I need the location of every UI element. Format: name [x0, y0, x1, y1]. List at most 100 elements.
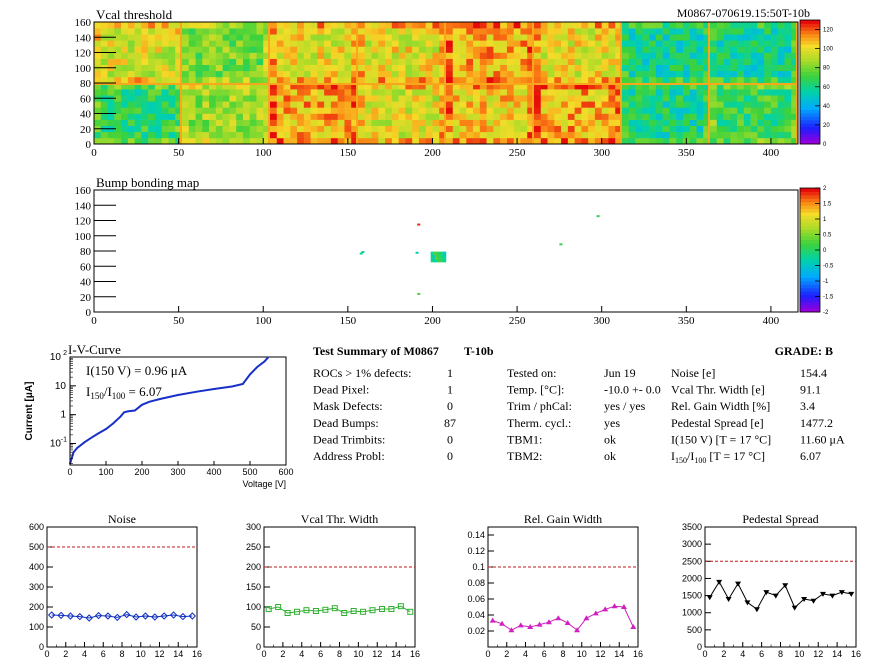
map-cell	[547, 58, 555, 65]
map-cell	[777, 101, 785, 108]
map-cell	[358, 137, 366, 145]
map-cell	[351, 95, 359, 102]
map-cell	[317, 34, 325, 41]
map-cell	[750, 125, 758, 133]
map-cell	[242, 46, 250, 53]
map-cell	[337, 137, 345, 145]
map-cell	[195, 89, 203, 96]
map-cell	[303, 83, 311, 90]
map-cell	[493, 28, 501, 35]
map-cell	[188, 76, 196, 84]
map-cell	[628, 22, 636, 29]
map-cell	[784, 89, 792, 96]
map-cell	[520, 137, 528, 145]
map-cell	[628, 76, 636, 84]
bump-pixel	[439, 254, 442, 257]
map-cell	[622, 101, 630, 108]
map-cell	[574, 125, 582, 133]
map-cell	[493, 107, 501, 114]
map-cell	[642, 95, 650, 102]
map-cell	[676, 34, 684, 41]
map-cell	[710, 95, 718, 102]
map-cell	[229, 113, 237, 120]
map-cell	[628, 125, 636, 133]
map-cell	[107, 89, 115, 96]
colorbar-cell	[800, 119, 820, 124]
map-cell	[283, 58, 291, 65]
map-cell	[710, 89, 718, 96]
map-cell	[574, 52, 582, 59]
map-cell	[446, 70, 454, 78]
map-cell	[567, 46, 575, 53]
map-cell	[249, 64, 257, 72]
map-cell	[358, 131, 366, 139]
map-cell	[554, 101, 562, 108]
map-cell	[425, 137, 433, 145]
map-cell	[229, 89, 237, 96]
map-cell	[412, 58, 420, 65]
map-cell	[730, 107, 738, 114]
map-cell	[378, 46, 386, 53]
map-cell	[662, 22, 670, 29]
map-cell	[141, 89, 149, 96]
bump-pixel	[441, 260, 444, 263]
map-cell	[642, 64, 650, 72]
map-cell	[209, 119, 217, 126]
x-tick-label: 2	[280, 649, 285, 659]
colorbar-tick-label: 40	[823, 104, 830, 110]
map-cell	[791, 76, 799, 84]
map-cell	[669, 101, 677, 108]
data-point	[725, 597, 732, 602]
map-cell	[209, 46, 217, 53]
map-cell	[229, 52, 237, 59]
map-cell	[710, 101, 718, 108]
map-cell	[737, 113, 745, 120]
map-cell	[297, 113, 305, 120]
colorbar-cell	[800, 47, 820, 52]
map-cell	[344, 22, 352, 29]
map-cell	[669, 52, 677, 59]
map-cell	[757, 22, 765, 29]
map-cell	[317, 76, 325, 84]
map-cell	[764, 64, 772, 72]
map-cell	[161, 125, 169, 133]
x-tick-label: 2	[721, 649, 726, 659]
map-cell	[270, 34, 278, 41]
map-cell	[459, 64, 467, 72]
map-cell	[446, 89, 454, 96]
map-cell	[371, 83, 379, 90]
map-cell	[574, 64, 582, 72]
map-cell	[154, 131, 162, 139]
map-cell	[276, 76, 284, 84]
map-cell	[303, 52, 311, 59]
map-cell	[696, 28, 704, 35]
map-cell	[276, 70, 284, 78]
map-cell	[405, 28, 413, 35]
map-cell	[425, 89, 433, 96]
map-cell	[114, 125, 122, 133]
data-point	[94, 611, 103, 620]
map-cell	[236, 22, 244, 29]
map-cell	[486, 131, 494, 139]
map-cell	[222, 76, 230, 84]
map-cell	[710, 125, 718, 133]
map-cell	[418, 40, 426, 47]
map-cell	[594, 107, 602, 114]
map-cell	[588, 46, 596, 53]
map-cell	[452, 64, 460, 72]
map-cell	[743, 113, 751, 120]
map-cell	[100, 70, 108, 78]
y-tick-label: 80	[80, 246, 92, 258]
map-cell	[446, 28, 454, 35]
map-cell	[777, 125, 785, 133]
map-cell	[743, 83, 751, 90]
map-cell	[757, 137, 765, 145]
x-tick-label: 150	[340, 147, 357, 159]
map-cell	[242, 22, 250, 29]
map-cell	[737, 58, 745, 65]
map-cell	[737, 125, 745, 133]
x-tick-label: 10	[577, 649, 587, 659]
map-cell	[405, 95, 413, 102]
summary-label: Pedestal Spread [e]	[671, 416, 764, 430]
map-cell	[459, 58, 467, 65]
